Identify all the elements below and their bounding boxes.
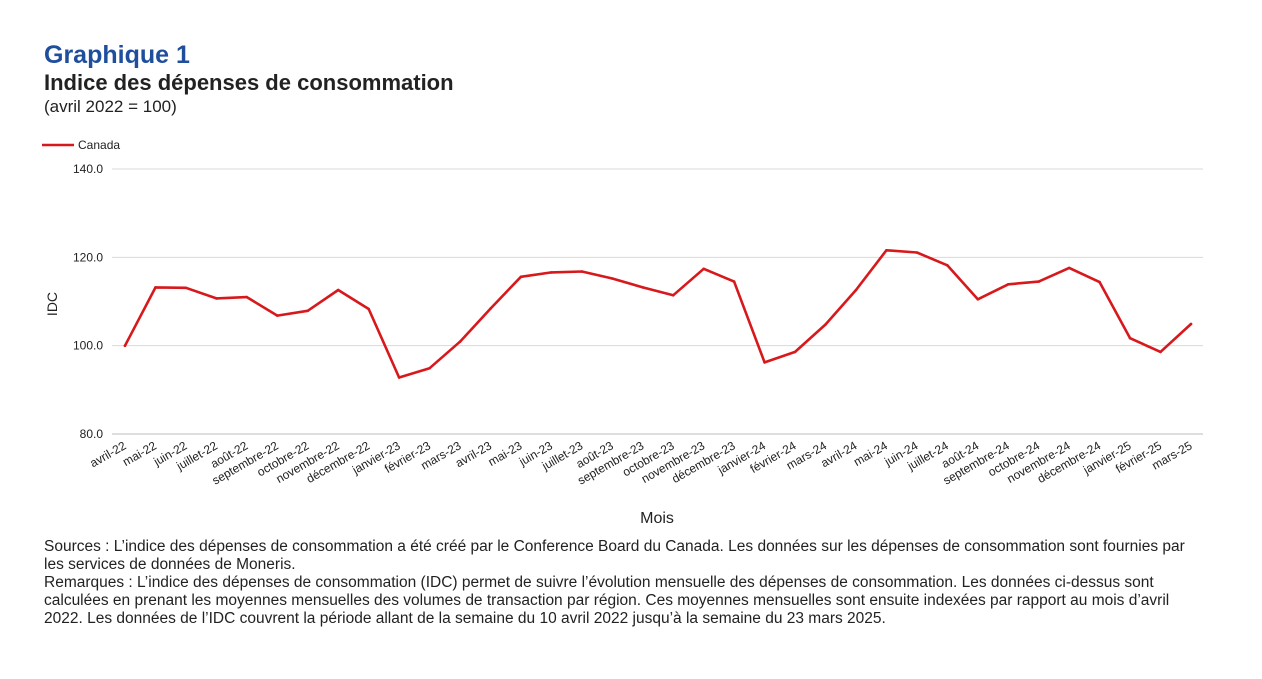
data-point — [641, 286, 645, 289]
data-point — [519, 275, 523, 279]
data-point — [1007, 283, 1010, 286]
data-point — [276, 314, 279, 317]
y-axis-label: IDC — [44, 292, 60, 316]
data-point — [915, 251, 919, 254]
chart-title: Indice des dépenses de consommation — [44, 70, 454, 95]
data-point — [154, 286, 157, 289]
data-point — [763, 361, 766, 364]
data-point — [854, 288, 858, 292]
x-tick-label: mai-24 — [851, 438, 890, 469]
data-point — [824, 323, 827, 326]
sources-note: Sources : L’indice des dépenses de conso… — [44, 538, 1185, 573]
remarks-note: Remarques : L’indice des dépenses de con… — [44, 574, 1170, 627]
data-point — [702, 267, 705, 271]
chart-notes: Sources : L’indice des dépenses de conso… — [44, 538, 1204, 628]
y-tick-label: 100.0 — [73, 339, 103, 353]
graph-label: Graphique 1 — [44, 41, 190, 69]
y-tick-label: 80.0 — [80, 427, 104, 441]
data-point — [580, 270, 584, 273]
legend: Canada — [42, 138, 120, 152]
data-point — [1159, 350, 1162, 354]
data-point — [215, 297, 218, 300]
chart-subtitle: (avril 2022 = 100) — [44, 97, 177, 116]
data-point — [367, 307, 371, 311]
chart-heading: Graphique 1 Indice des dépenses de conso… — [44, 40, 454, 118]
data-point — [1067, 266, 1071, 270]
data-point — [428, 366, 431, 370]
gridlines — [112, 168, 1203, 435]
data-point — [306, 309, 310, 313]
data-point — [946, 264, 949, 267]
data-point — [458, 340, 462, 343]
x-tick-label: avril-22 — [87, 438, 128, 470]
series-canada — [123, 249, 1193, 379]
x-axis-label: Mois — [640, 510, 674, 527]
data-point — [976, 298, 980, 301]
data-point — [885, 249, 888, 252]
data-point — [793, 350, 797, 354]
legend-label-canada: Canada — [78, 138, 120, 152]
y-tick-label: 140.0 — [73, 162, 103, 176]
data-point — [1128, 336, 1132, 340]
data-point — [245, 295, 249, 299]
data-point — [1098, 280, 1101, 284]
series-line-canada — [123, 249, 1193, 379]
x-tick-label: mai-22 — [120, 438, 159, 469]
data-point — [397, 376, 401, 379]
y-tick-label: 120.0 — [73, 250, 103, 264]
data-point — [489, 307, 492, 310]
data-point — [611, 277, 614, 280]
data-point — [1189, 322, 1193, 326]
data-point — [550, 271, 553, 274]
data-point — [184, 286, 188, 290]
x-axis-ticks: avril-22mai-22juin-22juillet-22août-22se… — [87, 438, 1194, 487]
data-point — [1037, 280, 1040, 283]
x-tick-label: mai-23 — [486, 438, 525, 469]
data-point — [671, 294, 675, 297]
y-axis-ticks: 80.0 100.0 120.0 140.0 — [73, 162, 103, 441]
data-point — [732, 280, 736, 283]
data-point — [336, 288, 340, 292]
data-point — [123, 344, 127, 347]
